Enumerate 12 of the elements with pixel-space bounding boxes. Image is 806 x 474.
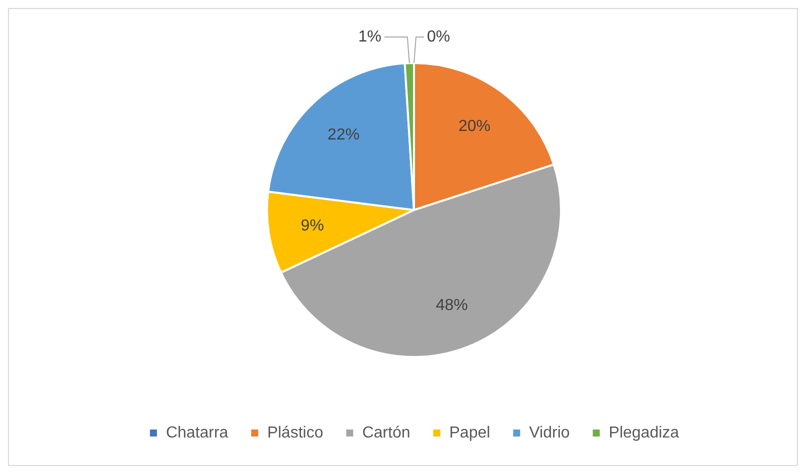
text: 0% [427, 28, 450, 46]
legend-label: Plegadiza [608, 424, 680, 442]
legend-label: Plástico [267, 424, 324, 442]
data-label: 48% [436, 297, 468, 314]
data-label: 20% [458, 118, 490, 136]
legend-label: Papel [449, 424, 490, 442]
data-label: 22% [328, 126, 360, 144]
legend-label: Chatarra [166, 424, 228, 442]
data-label: 9% [300, 218, 324, 235]
legend-label: Vidrio [529, 424, 570, 442]
legend-label: Cartón [362, 424, 410, 442]
data-label: 1% [358, 28, 382, 46]
